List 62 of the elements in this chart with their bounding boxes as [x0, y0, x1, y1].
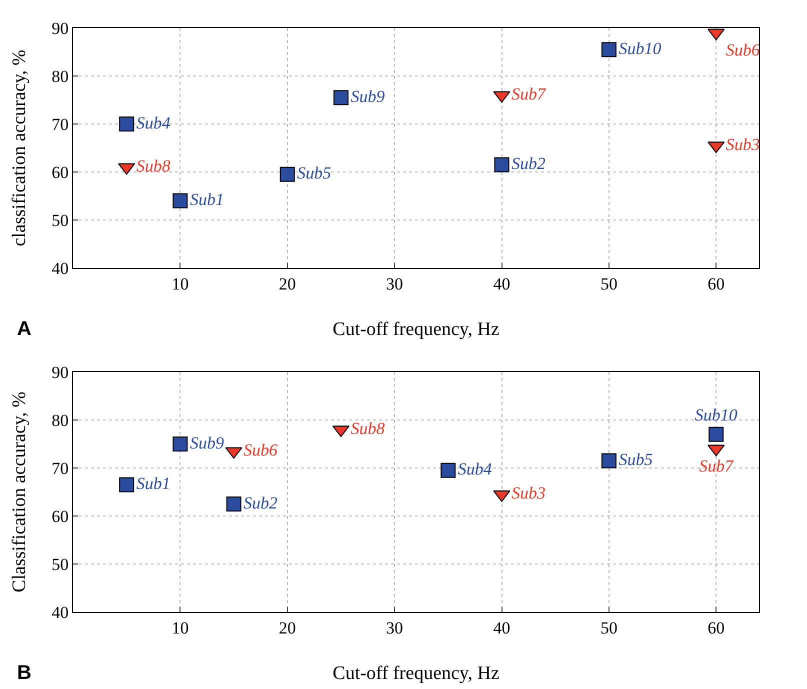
data-label: Sub10: [618, 38, 662, 58]
point: [601, 453, 616, 468]
x-axis-title: Cut-off frequency, Hz: [332, 319, 500, 340]
x-tick-label: 10: [172, 618, 189, 638]
data-label: Sub2: [512, 154, 546, 174]
x-tick-label: 50: [600, 274, 618, 294]
y-tick-label: 60: [52, 506, 69, 526]
x-tick-label: 40: [493, 618, 510, 638]
text: B: [17, 662, 32, 684]
point: [172, 436, 188, 452]
y-tick-label: 90: [52, 362, 69, 382]
data-label: Sub6: [726, 40, 760, 60]
y-tick-label: 80: [52, 410, 69, 430]
y-tick-label: 50: [52, 210, 69, 230]
data-label: Sub10: [694, 405, 738, 424]
text: A: [17, 318, 32, 340]
y-axis-title: classification accuracy, %: [9, 50, 30, 246]
data-label: Sub4: [458, 460, 492, 479]
point: [119, 116, 134, 132]
data-label: Sub1: [136, 474, 170, 494]
point: [494, 157, 510, 172]
data-label: Sub3: [512, 484, 546, 503]
x-tick-label: 20: [278, 274, 296, 294]
x-tick-label: 40: [493, 274, 510, 294]
y-tick-label: 90: [52, 18, 69, 38]
x-tick-label: 50: [600, 618, 618, 638]
point: [226, 496, 242, 512]
data-label: Sub1: [190, 190, 224, 210]
x-tick-label: 10: [172, 274, 189, 294]
point: [708, 426, 724, 442]
point: [333, 90, 348, 106]
y-tick-label: 40: [52, 258, 69, 278]
point: [172, 193, 188, 208]
data-label: Sub6: [244, 440, 278, 460]
data-label: Sub3: [726, 134, 760, 154]
y-tick-label: 40: [52, 602, 69, 622]
y-tick-label: 70: [52, 458, 69, 478]
y-axis-title: Classification accuracy, %: [9, 391, 30, 592]
y-tick-label: 50: [52, 554, 69, 574]
data-label: Sub5: [297, 164, 332, 183]
x-axis-title: Cut-off frequency, Hz: [332, 663, 500, 684]
data-label: Sub9: [190, 433, 224, 452]
data-label: Sub4: [136, 113, 171, 132]
data-label: Sub2: [244, 493, 278, 512]
x-tick-label: 30: [386, 274, 404, 294]
point: [280, 166, 295, 182]
y-tick-label: 80: [52, 66, 69, 86]
data-label: Sub7: [699, 456, 735, 476]
point: [119, 477, 134, 492]
x-tick-label: 60: [708, 618, 725, 638]
data-label: Sub5: [618, 450, 653, 470]
y-tick-label: 60: [52, 162, 69, 182]
data-label: Sub8: [350, 418, 386, 438]
x-tick-label: 60: [708, 274, 725, 294]
point: [440, 462, 456, 478]
data-label: Sub8: [136, 156, 171, 176]
data-label: Sub9: [350, 86, 386, 106]
x-tick-label: 30: [386, 618, 404, 638]
data-label: Sub7: [512, 84, 547, 104]
x-tick-label: 20: [278, 618, 296, 638]
point: [601, 42, 616, 58]
y-tick-label: 70: [52, 114, 69, 134]
